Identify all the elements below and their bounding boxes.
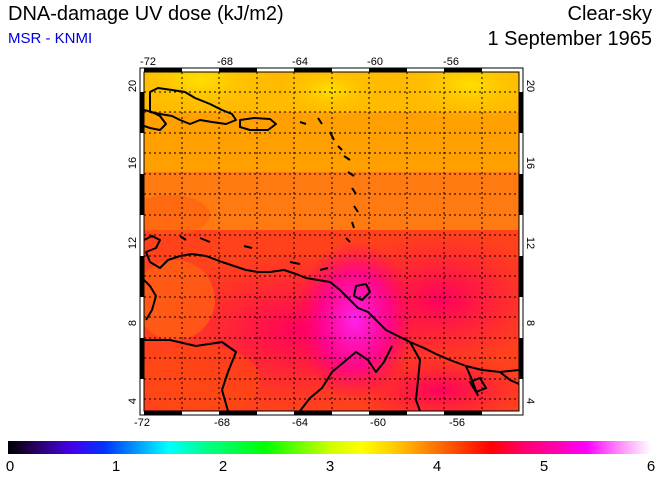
map-title: DNA-damage UV dose (kJ/m2): [8, 3, 284, 25]
lon-tick-top: -60: [367, 56, 383, 68]
colorbar-label: 6: [646, 458, 656, 475]
lat-tick-right: 12: [524, 237, 536, 249]
lon-tick-bottom: -64: [292, 417, 308, 429]
lat-tick-left: 8: [127, 320, 139, 326]
lat-tick-left: 20: [127, 80, 139, 92]
colorbar-label: 3: [325, 458, 335, 475]
hispaniola-outline: [149, 87, 237, 125]
lat-tick-right: 20: [524, 80, 536, 92]
colorbar: [8, 441, 651, 454]
lon-tick-top: -68: [217, 56, 233, 68]
lat-ticks-left: 20 16 12 8 4: [127, 80, 139, 404]
date-label: 1 September 1965: [487, 28, 652, 50]
lon-ticks-bottom: -72 -68 -64 -60 -56: [134, 417, 465, 429]
guyana-border: [409, 341, 421, 411]
lat-ticks-right: 20 16 12 8 4: [524, 80, 536, 404]
colorbar-label: 2: [218, 458, 228, 475]
lon-tick-bottom: -56: [449, 417, 465, 429]
colorbar-label: 0: [5, 458, 15, 475]
lat-tick-left: 4: [127, 398, 139, 404]
colorbar-label: 5: [539, 458, 549, 475]
french-guiana-border: [499, 371, 519, 385]
trinidad-outline: [353, 283, 371, 301]
lon-tick-top: -72: [140, 56, 156, 68]
lon-ticks-top: -72 -68 -64 -60 -56: [140, 56, 459, 68]
haiti-peninsula-outline: [144, 109, 167, 131]
brazil-border: [299, 345, 393, 411]
colorbar-label: 4: [432, 458, 442, 475]
lon-tick-bottom: -60: [370, 417, 386, 429]
lat-tick-right: 16: [524, 157, 536, 169]
colorbar-label: 1: [111, 458, 121, 475]
colombia-border: [144, 339, 237, 411]
condition-label: Clear-sky: [567, 3, 652, 25]
map-frame: [139, 67, 524, 416]
lon-tick-bottom: -72: [134, 417, 150, 429]
lon-tick-top: -64: [292, 56, 308, 68]
lat-tick-right: 8: [524, 320, 536, 326]
source-label: MSR - KNMI: [8, 30, 93, 47]
maracaibo-outline: [144, 279, 157, 321]
lon-tick-bottom: -68: [214, 417, 230, 429]
lat-tick-right: 4: [524, 398, 536, 404]
lat-tick-left: 12: [127, 237, 139, 249]
lat-tick-left: 16: [127, 157, 139, 169]
lon-tick-top: -56: [443, 56, 459, 68]
graticule: [144, 72, 519, 411]
uv-dose-map: -72 -68 -64 -60 -56 -72 -68 -64 -60 -56 …: [127, 56, 536, 429]
uv-field: [144, 72, 519, 411]
